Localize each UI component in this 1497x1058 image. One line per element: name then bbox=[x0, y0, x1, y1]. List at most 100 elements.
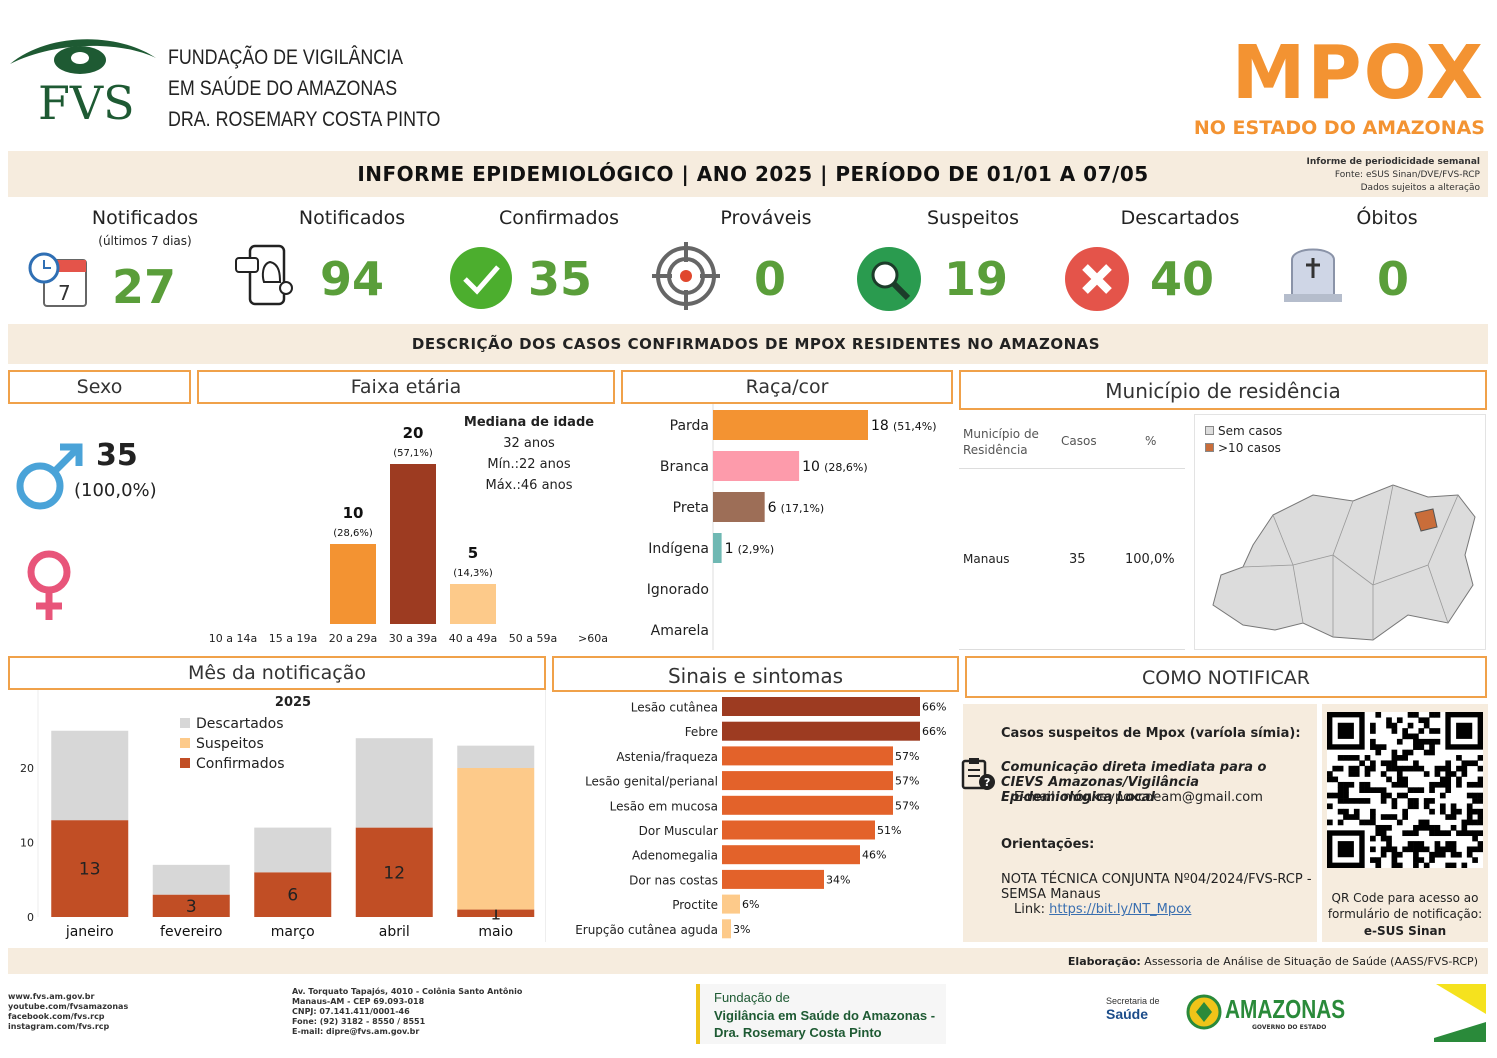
qr-module bbox=[1472, 781, 1478, 788]
qr-module bbox=[1472, 846, 1478, 853]
qr-module bbox=[1402, 792, 1408, 799]
qr-module bbox=[1477, 781, 1483, 788]
qr-module bbox=[1375, 857, 1382, 863]
notificar-line2: Comunicação direta imediata para o CIEVS… bbox=[1001, 760, 1267, 805]
nota-link[interactable]: https://bit.ly/NT_Mpox bbox=[1049, 902, 1192, 917]
qr-module bbox=[1413, 851, 1419, 858]
map-legend: Sem casos >10 casos bbox=[1205, 423, 1282, 457]
footer-link[interactable]: www.fvs.am.gov.br bbox=[8, 992, 95, 1001]
qr-module bbox=[1413, 738, 1419, 745]
qr-module bbox=[1386, 841, 1392, 847]
legend-swatch bbox=[180, 738, 190, 748]
qr-module bbox=[1375, 824, 1382, 831]
qr-module bbox=[1423, 862, 1430, 868]
qr-module bbox=[1364, 771, 1371, 777]
qr-module bbox=[1429, 851, 1435, 858]
qr-module bbox=[1445, 862, 1452, 868]
bar-value-label: 6 bbox=[768, 500, 777, 516]
x-tick-label: 10 a 14a bbox=[209, 632, 257, 645]
qr-module bbox=[1386, 722, 1392, 729]
bar-segment bbox=[152, 894, 230, 917]
qr-module bbox=[1413, 765, 1419, 772]
qr-module bbox=[1434, 830, 1441, 837]
qr-module bbox=[1402, 728, 1408, 734]
qr-module bbox=[1396, 776, 1403, 783]
qr-finder bbox=[1337, 841, 1354, 858]
qr-module bbox=[1391, 857, 1398, 863]
category-label: Astenia/fraqueza bbox=[616, 750, 718, 764]
qr-module bbox=[1450, 851, 1457, 858]
qr-module bbox=[1370, 808, 1376, 815]
qr-module bbox=[1466, 760, 1473, 767]
qr-module bbox=[1407, 830, 1414, 837]
qr-module bbox=[1327, 771, 1333, 777]
qr-module bbox=[1445, 765, 1452, 772]
female-symbol-icon bbox=[27, 550, 71, 620]
svg-text:7: 7 bbox=[58, 281, 71, 305]
qr-code-icon[interactable] bbox=[1327, 712, 1483, 868]
bar-value-label: 12 bbox=[383, 863, 405, 883]
legend-sem-casos: Sem casos bbox=[1205, 423, 1282, 440]
age-max: Máx.:46 anos bbox=[485, 478, 573, 493]
bar bbox=[713, 492, 765, 522]
qr-module bbox=[1402, 830, 1408, 837]
sinais-title: Sinais e sintomas bbox=[667, 664, 844, 688]
qr-module bbox=[1445, 760, 1452, 767]
category-label: Parda bbox=[670, 418, 709, 434]
qr-module bbox=[1466, 792, 1473, 799]
qr-module bbox=[1456, 808, 1462, 815]
qr-module bbox=[1396, 792, 1403, 799]
elaboracao-text: Elaboração: Assessoria de Análise de Sit… bbox=[1068, 955, 1478, 968]
org-line3: DRA. ROSEMARY COSTA PINTO bbox=[168, 108, 441, 131]
category-label: Adenomegalia bbox=[632, 849, 718, 863]
qr-module bbox=[1434, 765, 1441, 772]
qr-module bbox=[1413, 841, 1419, 847]
qr-module bbox=[1396, 755, 1403, 761]
qr-module bbox=[1391, 862, 1398, 868]
footer-link[interactable]: instagram.com/fvs.rcp bbox=[8, 1022, 110, 1031]
bar-value-label: 66% bbox=[922, 725, 946, 738]
qr-module bbox=[1472, 760, 1478, 767]
bar-value-label: 6 bbox=[287, 886, 298, 906]
footer-link[interactable]: facebook.com/fvs.rcp bbox=[8, 1012, 105, 1021]
qr-module bbox=[1439, 776, 1446, 783]
kpi-sublabel: (últimos 7 dias) bbox=[98, 234, 192, 248]
qr-module bbox=[1348, 755, 1355, 761]
footer-link[interactable]: youtube.com/fvsamazonas bbox=[8, 1002, 129, 1011]
sinais-header bbox=[552, 656, 959, 692]
secretaria-line2: Saúde bbox=[1106, 1006, 1149, 1022]
qr-module bbox=[1353, 765, 1360, 772]
legend-mais-10: >10 casos bbox=[1205, 440, 1282, 457]
faixa-chart: 10 a 14a 15 a 19a 20 a 29a 10 (28,6%) 30 a 39… bbox=[209, 424, 608, 645]
bar-value-label: 13 bbox=[79, 860, 101, 880]
qr-module bbox=[1391, 851, 1398, 858]
report-title: INFORME EPIDEMIOLÓGICO | ANO 2025 | PERÍ… bbox=[357, 162, 1149, 186]
qr-module bbox=[1337, 819, 1344, 826]
qr-module bbox=[1343, 755, 1349, 761]
bar-pct-label: (57,1%) bbox=[393, 448, 433, 459]
category-label: Dor nas costas bbox=[629, 873, 718, 887]
qr-module bbox=[1364, 765, 1371, 772]
qr-module bbox=[1353, 808, 1360, 815]
bar-pct-label: (51,4%) bbox=[893, 420, 937, 433]
qr-module bbox=[1477, 798, 1483, 804]
qr-module bbox=[1445, 771, 1452, 777]
x-tick-label: março bbox=[271, 924, 315, 940]
qr-module bbox=[1370, 814, 1376, 820]
qr-module bbox=[1353, 798, 1360, 804]
qr-module bbox=[1343, 792, 1349, 799]
qr-module bbox=[1461, 760, 1468, 767]
qr-module bbox=[1348, 781, 1355, 788]
qr-module bbox=[1402, 755, 1408, 761]
bar bbox=[330, 544, 376, 624]
qr-module bbox=[1445, 776, 1452, 783]
notificar-header bbox=[965, 656, 1487, 698]
chart-subtitle: 2025 bbox=[275, 695, 311, 710]
qr-module bbox=[1370, 835, 1376, 842]
qr-module bbox=[1386, 824, 1392, 831]
qr-module bbox=[1477, 819, 1483, 826]
qr-module bbox=[1472, 792, 1478, 799]
faixa-title: Faixa etária bbox=[350, 376, 462, 398]
qr-module bbox=[1391, 722, 1398, 729]
qr-module bbox=[1466, 808, 1473, 815]
